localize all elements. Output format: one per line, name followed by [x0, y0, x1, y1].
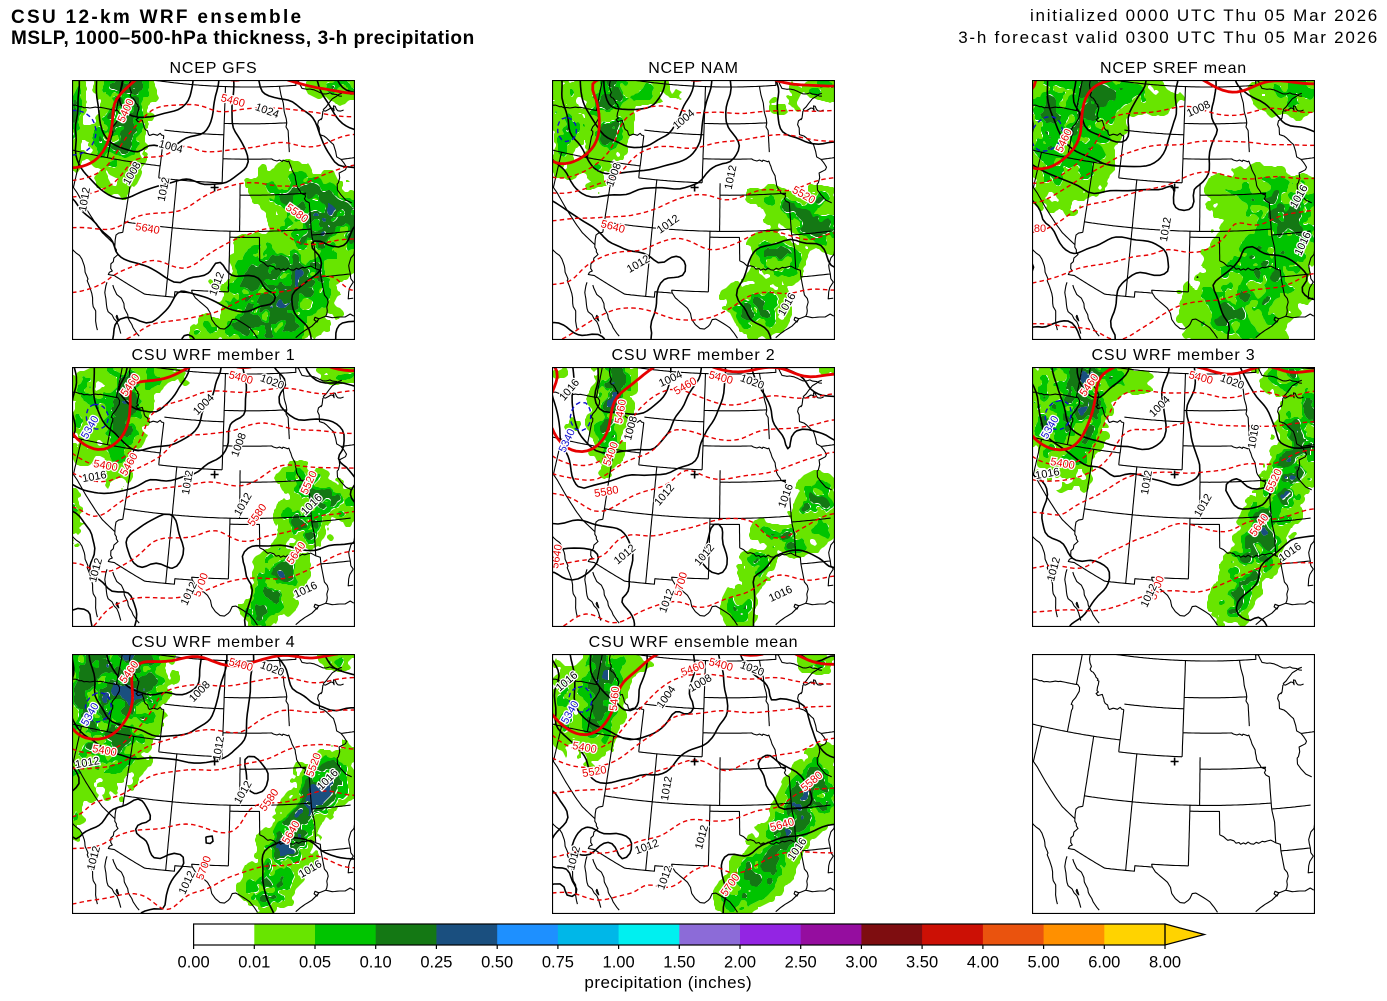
svg-text:1012: 1012 — [180, 469, 196, 495]
svg-text:5400: 5400 — [571, 740, 597, 756]
svg-text:1016: 1016 — [81, 469, 107, 485]
svg-text:4.00: 4.00 — [967, 954, 999, 972]
svg-text:5400: 5400 — [1049, 456, 1075, 472]
svg-text:1012: 1012 — [211, 735, 227, 761]
svg-text:1.50: 1.50 — [663, 954, 695, 972]
svg-text:5400: 5400 — [92, 458, 118, 474]
svg-text:1012: 1012 — [1139, 469, 1155, 495]
svg-text:2.00: 2.00 — [724, 954, 756, 972]
svg-text:0.50: 0.50 — [481, 954, 513, 972]
svg-text:8.00: 8.00 — [1149, 954, 1181, 972]
svg-text:0.01: 0.01 — [238, 954, 270, 972]
svg-text:0.75: 0.75 — [542, 954, 574, 972]
svg-text:5580: 5580 — [593, 484, 619, 500]
svg-text:1016: 1016 — [1246, 423, 1262, 449]
svg-text:0.10: 0.10 — [360, 954, 392, 972]
svg-text:0.25: 0.25 — [420, 954, 452, 972]
svg-text:5460: 5460 — [613, 398, 629, 424]
svg-text:0.05: 0.05 — [299, 954, 331, 972]
svg-text:5.00: 5.00 — [1028, 954, 1060, 972]
svg-text:3.50: 3.50 — [906, 954, 938, 972]
svg-text:6.00: 6.00 — [1088, 954, 1120, 972]
svg-text:0.00: 0.00 — [178, 954, 210, 972]
svg-text:1012: 1012 — [659, 775, 675, 801]
svg-text:5640: 5640 — [134, 221, 160, 237]
svg-text:5400: 5400 — [91, 743, 117, 759]
svg-text:precipitation (inches): precipitation (inches) — [584, 973, 752, 992]
svg-text:5460: 5460 — [608, 686, 622, 711]
svg-text:3.00: 3.00 — [845, 954, 877, 972]
svg-text:1012: 1012 — [74, 755, 100, 771]
svg-text:5520: 5520 — [581, 764, 607, 780]
svg-text:1012: 1012 — [77, 186, 93, 212]
svg-text:1012: 1012 — [1158, 216, 1174, 242]
svg-text:2.50: 2.50 — [785, 954, 817, 972]
svg-text:80: 80 — [1034, 223, 1046, 235]
svg-text:1016: 1016 — [1034, 466, 1060, 482]
svg-text:1.00: 1.00 — [603, 954, 635, 972]
